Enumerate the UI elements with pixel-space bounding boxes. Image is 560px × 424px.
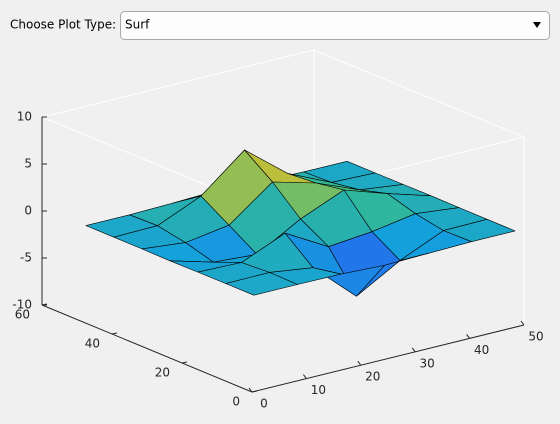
z-tick-label: 0 (24, 204, 32, 218)
x-tick-label: 40 (474, 343, 489, 357)
dropdown-arrow[interactable] (533, 22, 541, 28)
x-tick (520, 320, 525, 326)
x-tick (302, 374, 307, 379)
x-axis (251, 324, 525, 393)
x-tick (357, 360, 362, 366)
y-tick-label: 60 (15, 308, 30, 322)
y-tick-label: 20 (155, 366, 170, 380)
y-tick-label: 0 (232, 395, 240, 409)
z-tick-label: -10 (12, 298, 32, 312)
y-tick (111, 332, 118, 335)
z-tick-label: 10 (17, 110, 32, 124)
x-tick-label: 30 (420, 356, 435, 370)
y-tick-label: 40 (85, 337, 100, 351)
dropdown-label: Choose Plot Type: (10, 18, 116, 32)
x-tick-label: 10 (311, 383, 326, 397)
dropdown[interactable] (120, 11, 550, 40)
plot: -10 -5 0 5 10 0 10 20 30 40 50 0 20 40 60 (12, 49, 544, 411)
y-tick (181, 361, 188, 364)
x-tick (411, 347, 416, 353)
surface-patch (225, 272, 298, 296)
x-tick-label: 20 (365, 370, 380, 384)
x-tick-label: 50 (528, 330, 543, 344)
box-edge (41, 49, 315, 118)
x-tick (248, 387, 253, 393)
x-tick (466, 334, 471, 339)
dropdown-value[interactable]: Surf (125, 18, 150, 32)
box-edge (313, 49, 525, 138)
toolbar: Choose Plot Type: Surf (10, 11, 550, 40)
y-tick (251, 390, 258, 393)
y-axis (41, 304, 253, 393)
y-tick (41, 303, 48, 306)
z-tick-label: -5 (20, 251, 32, 265)
x-tick-label: 0 (260, 397, 268, 411)
z-tick-label: 5 (24, 157, 32, 171)
